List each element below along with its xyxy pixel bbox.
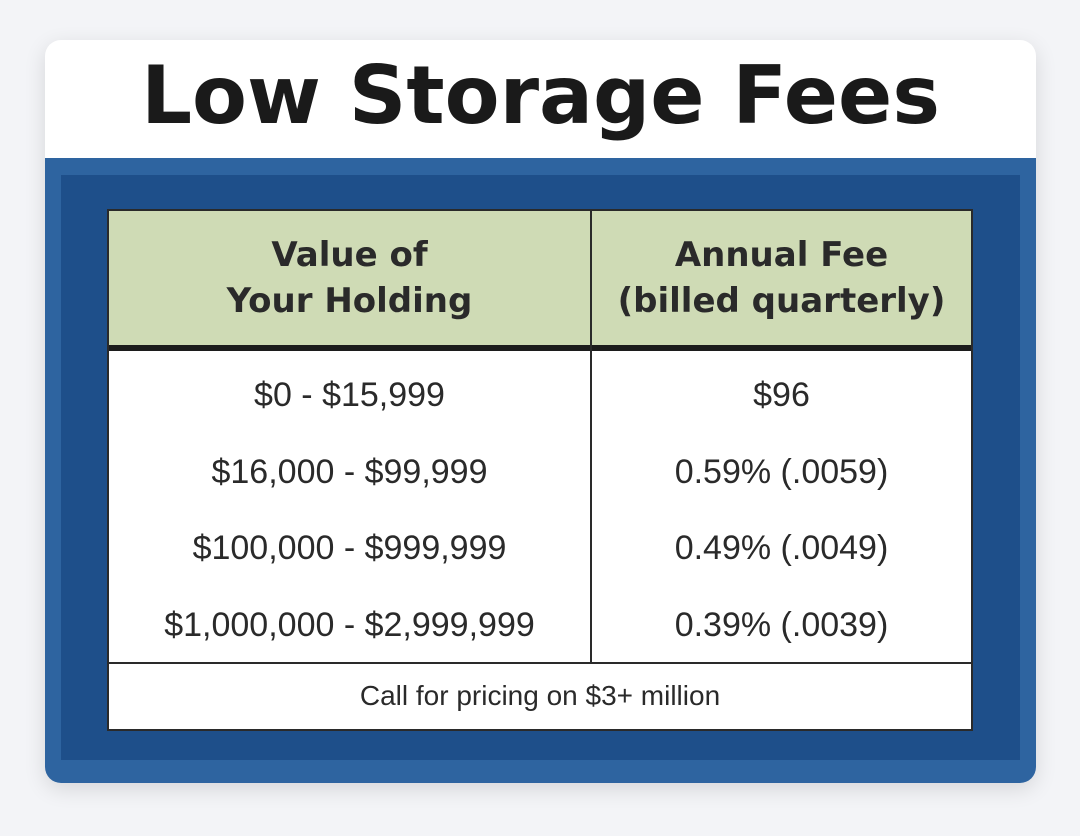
fee-table: Value of Your Holding Annual Fee (billed…	[107, 209, 973, 731]
holding-value-cell: $0 - $15,999	[254, 376, 445, 414]
table-frame-inner: Value of Your Holding Annual Fee (billed…	[61, 175, 1020, 760]
header-value-of-holding: Value of Your Holding	[109, 211, 590, 345]
column-divider	[590, 211, 592, 662]
table-row: $0 - $15,999 $96	[109, 357, 971, 434]
header-line: Value of	[271, 235, 428, 275]
table-header: Value of Your Holding Annual Fee (billed…	[109, 211, 971, 351]
table-frame: Value of Your Holding Annual Fee (billed…	[45, 158, 1036, 783]
table-footer-note: Call for pricing on $3+ million	[109, 662, 971, 729]
holding-value-cell: $100,000 - $999,999	[192, 529, 507, 567]
fee-card: Low Storage Fees Value of Your Holding A…	[45, 40, 1036, 783]
header-line: (billed quarterly)	[617, 281, 946, 321]
annual-fee-cell: 0.49% (.0049)	[674, 529, 889, 567]
header-line: Your Holding	[226, 281, 473, 321]
table-row: $16,000 - $99,999 0.59% (.0059)	[109, 434, 971, 511]
annual-fee-cell: 0.39% (.0039)	[674, 605, 889, 644]
annual-fee-cell: 0.59% (.0059)	[674, 452, 889, 491]
holding-value-cell: $16,000 - $99,999	[211, 452, 488, 491]
header-line: Annual Fee	[674, 235, 889, 275]
page-title: Low Storage Fees	[141, 49, 940, 142]
holding-value-cell: $1,000,000 - $2,999,999	[164, 605, 535, 644]
header-annual-fee: Annual Fee (billed quarterly)	[592, 211, 971, 345]
table-row: $1,000,000 - $2,999,999 0.39% (.0039)	[109, 587, 971, 664]
annual-fee-cell: $96	[753, 376, 810, 414]
table-row: $100,000 - $999,999 0.49% (.0049)	[109, 510, 971, 587]
table-body: $0 - $15,999 $96 $16,000 - $99,999 0.59%…	[109, 357, 971, 663]
